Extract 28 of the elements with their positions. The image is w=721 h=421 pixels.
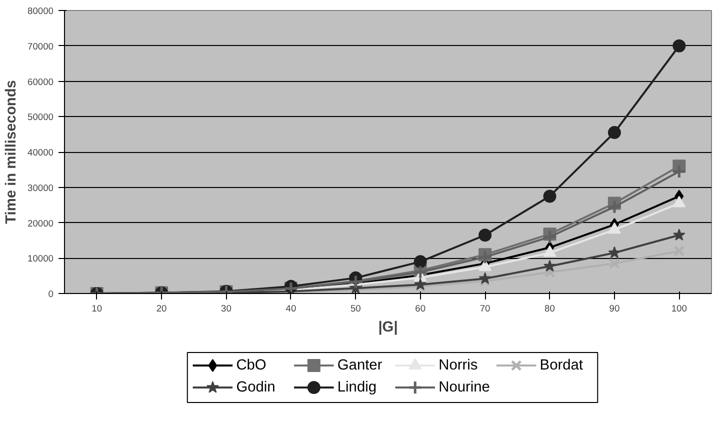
x-tick-label: 20 <box>156 304 167 314</box>
x-axis-title: |G| <box>378 320 398 336</box>
x-tick-label: 40 <box>286 304 296 314</box>
y-axis-title: Time in milliseconds <box>4 80 20 224</box>
y-tick-label: 40000 <box>28 148 54 158</box>
y-tick-label: 30000 <box>28 182 54 193</box>
x-tick-label: 10 <box>92 304 102 314</box>
y-tick-label: 50000 <box>28 112 54 122</box>
y-tick-label: 0 <box>48 289 54 299</box>
y-tick-label: 80000 <box>28 6 54 16</box>
y-tick-label: 60000 <box>28 76 54 87</box>
legend-label: Lindig <box>337 380 377 396</box>
legend-label: Ganter <box>337 358 382 374</box>
x-tick-label: 30 <box>221 304 232 314</box>
x-tick-label: 50 <box>350 304 361 314</box>
x-tick-label: 80 <box>544 304 555 314</box>
y-tick-label: 20000 <box>28 218 54 228</box>
x-tick-label: 100 <box>671 304 687 314</box>
legend-label: Norris <box>438 358 478 374</box>
legend-label: CbO <box>236 358 266 374</box>
legend-label: Godin <box>236 380 276 396</box>
y-tick-label: 70000 <box>28 41 54 52</box>
legend-label: Nourine <box>438 380 490 396</box>
x-tick-label: 90 <box>609 304 620 314</box>
x-tick-label: 70 <box>480 304 490 314</box>
y-tick-label: 10000 <box>28 254 54 264</box>
legend-label: Bordat <box>540 358 583 374</box>
x-tick-label: 60 <box>415 304 426 314</box>
